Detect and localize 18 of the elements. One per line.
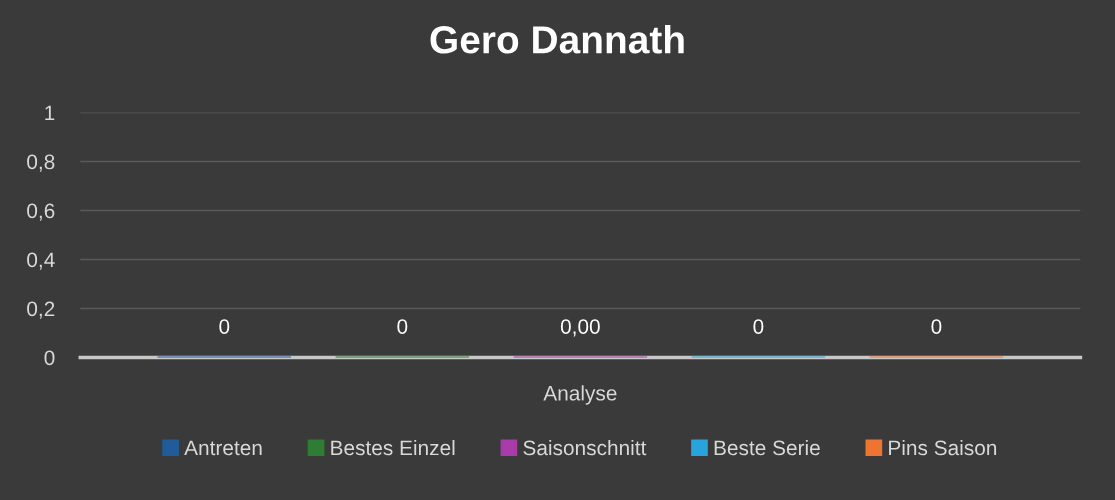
y-tick-label: 1 xyxy=(45,105,55,121)
y-tick-label: 0,6 xyxy=(27,203,55,221)
data-label: 0 xyxy=(931,319,942,334)
legend-label: Antreten xyxy=(184,440,262,456)
data-label: 0 xyxy=(397,319,408,334)
legend-label: Bestes Einzel xyxy=(331,439,455,456)
y-tick-label: 0,4 xyxy=(27,252,55,270)
data-label: 0,00 xyxy=(560,319,600,337)
legend-label: Saisonschnitt xyxy=(523,439,647,456)
data-label: 0 xyxy=(753,319,764,334)
y-tick-label: 0,8 xyxy=(27,154,55,172)
x-tick-label: Analyse xyxy=(543,385,617,405)
chart-title: Gero Dannath xyxy=(430,25,684,54)
y-tick-label: 0 xyxy=(44,350,55,366)
legend-label: Beste Serie xyxy=(714,439,820,456)
data-label: 0 xyxy=(219,319,230,334)
y-tick-label: 0,2 xyxy=(27,301,55,319)
legend-label: Pins Saison xyxy=(889,439,997,456)
